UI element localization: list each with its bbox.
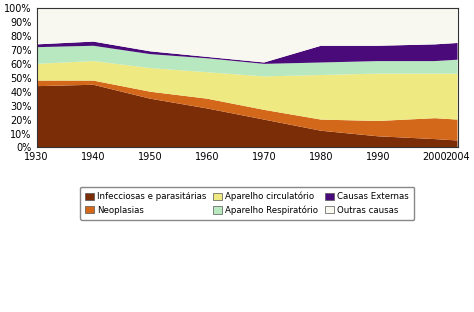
Legend: Infecciosas e parasitárias, Neoplasias, Aparelho circulatório, Aparelho Respirat: Infecciosas e parasitárias, Neoplasias, … bbox=[80, 187, 414, 220]
